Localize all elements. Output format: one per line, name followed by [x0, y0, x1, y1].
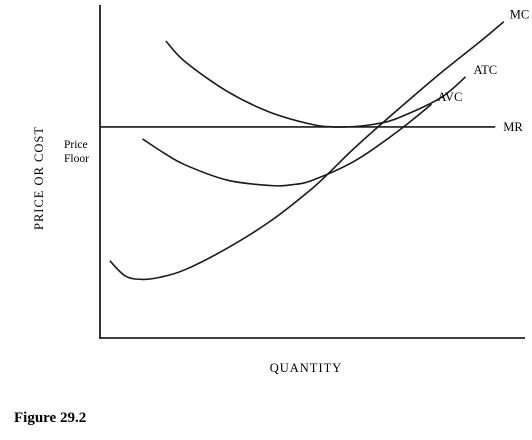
series-avc-label: AVC [438, 90, 463, 104]
price-floor-label-line1: Price [64, 139, 88, 151]
figure-caption: Figure 29.2 [14, 410, 87, 426]
price-floor-label-line2: Floor [64, 153, 89, 165]
series-mc-label: MC [510, 8, 529, 22]
y-axis-label: PRICE OR COST [32, 126, 46, 230]
series-layer: MC ATC AVC MR [100, 8, 529, 281]
series-mr-label: MR [503, 120, 523, 134]
x-axis-label: QUANTITY [270, 361, 343, 375]
series-avc-line [142, 103, 433, 187]
series-atc-label: ATC [474, 63, 498, 77]
series-mc-line [109, 21, 505, 281]
